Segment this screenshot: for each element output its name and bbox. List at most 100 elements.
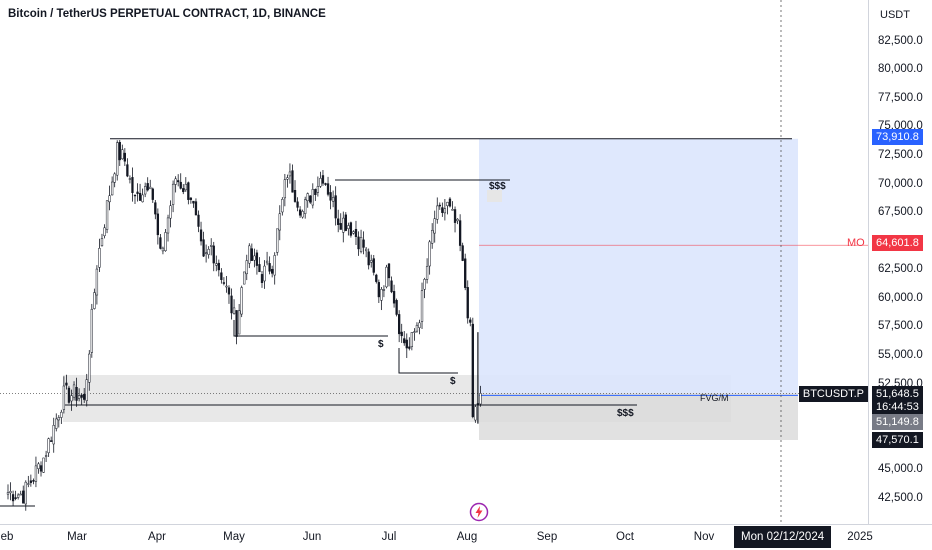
candle-body [232, 307, 236, 314]
candle-body [60, 411, 63, 418]
candle-body [263, 265, 266, 282]
candle-body [367, 251, 370, 266]
candle-body [258, 264, 261, 273]
candle-body [370, 260, 373, 263]
candle-body [392, 291, 396, 304]
candle-body [37, 463, 40, 469]
candle-body [288, 171, 292, 177]
candle-body [67, 387, 71, 403]
candle-body [352, 231, 355, 234]
candle-body [415, 324, 419, 332]
currency-label[interactable]: USDT [880, 9, 910, 21]
candle-body [253, 255, 256, 261]
candle-body [479, 393, 482, 405]
candle-body [131, 177, 134, 193]
candle-body [103, 227, 106, 237]
liquidity-label-may: $ [378, 339, 384, 350]
candle-body [194, 201, 198, 216]
candle-body [128, 178, 132, 180]
candle-body [255, 252, 259, 266]
candle-body [306, 193, 309, 201]
candle-body [57, 417, 60, 421]
candle-body [380, 289, 383, 301]
candle-body [90, 309, 93, 353]
candle-body [326, 183, 330, 195]
candle-body [298, 209, 302, 216]
candle-body [184, 183, 187, 191]
candle-body [319, 178, 322, 187]
candle-body [93, 292, 96, 309]
time-tick-label: Oct [616, 531, 634, 543]
candle-body [344, 214, 347, 231]
candle-body [347, 225, 350, 229]
lightning-logo-icon[interactable] [469, 502, 489, 522]
time-tick-label: Jun [302, 531, 322, 543]
countdown-badge: 16:44:53 [872, 399, 923, 415]
candle-body [413, 331, 416, 333]
candle-body [52, 425, 55, 445]
candle-body [408, 346, 411, 349]
candle-body [192, 200, 195, 204]
candle-body [166, 217, 170, 234]
candle-body [14, 497, 17, 499]
candle-body [161, 247, 165, 252]
candle-body [85, 379, 88, 401]
candle-body [11, 494, 15, 502]
candle-body [34, 465, 38, 482]
candle-body [304, 199, 307, 214]
candle-body [354, 228, 358, 237]
candle-body [83, 394, 86, 400]
candle-body [75, 387, 78, 401]
candle-body [316, 186, 320, 193]
time-tick-label: Aug [456, 531, 478, 543]
price-tick-label: 70,000.0 [878, 177, 923, 190]
candle-body [177, 180, 180, 183]
candle-body [291, 170, 294, 193]
candle-body [433, 218, 436, 234]
candle-body [464, 258, 467, 288]
candle-body [400, 331, 403, 337]
time-tick-label: 2025 [847, 531, 873, 543]
candle-body [448, 198, 452, 207]
time-tick-label: eb [0, 531, 14, 543]
candle-body [372, 258, 375, 273]
candle-body [182, 188, 185, 193]
mo-level-label: MO [847, 237, 865, 249]
candle-body [98, 248, 101, 268]
candle-body [428, 241, 431, 267]
liquidity-label-jul: $ [450, 376, 456, 387]
candle-body [342, 217, 345, 233]
candle-body [301, 211, 304, 218]
candle-body [334, 195, 337, 219]
candle-body [273, 255, 276, 276]
candle-body [339, 223, 342, 230]
candle-body [138, 192, 142, 201]
candle-body [446, 201, 449, 207]
candle-body [453, 209, 457, 223]
candle-body [17, 494, 20, 498]
price-tick-label: 57,500.0 [878, 320, 923, 333]
candle-body [283, 179, 287, 199]
candle-body [77, 395, 81, 399]
candle-body [133, 194, 137, 197]
candles-layer [6, 140, 482, 511]
candle-body [314, 189, 317, 195]
candle-body [159, 237, 162, 249]
candle-body [141, 194, 144, 203]
candle-body [156, 213, 160, 236]
candle-body [65, 382, 68, 386]
candle-body [466, 287, 469, 319]
candle-body [202, 239, 205, 257]
last-price-badge: 51,648.5 [872, 386, 923, 402]
candle-body [458, 220, 462, 246]
candle-body [471, 323, 474, 418]
candle-body [405, 339, 408, 349]
mo-price-badge: 64,601.8 [872, 235, 923, 251]
candle-body [451, 209, 454, 211]
candle-body [362, 239, 365, 248]
candle-body [72, 384, 76, 398]
candle-body [250, 248, 253, 261]
candle-body [164, 232, 167, 252]
candle-body [245, 260, 248, 275]
